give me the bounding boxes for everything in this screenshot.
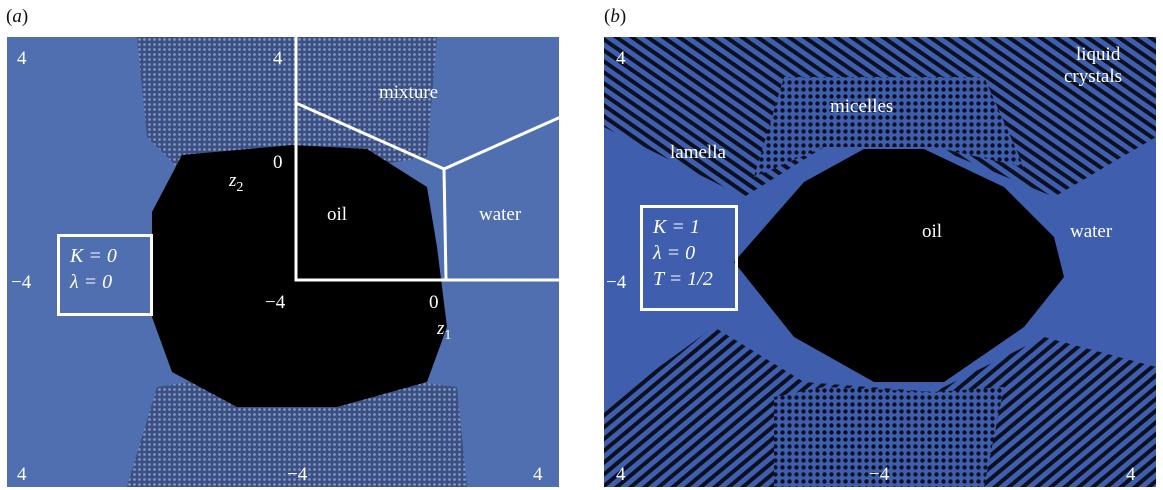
upper-mixture-region (137, 37, 437, 177)
region-label-micelles: micelles (830, 96, 894, 117)
inset-xtick-mid: 0 (429, 292, 439, 313)
left-mid-tick: −4 (11, 272, 32, 293)
region-label-mixture: mixture (379, 82, 439, 103)
oil-phase-region (152, 145, 447, 407)
bottom-mid-tick: −4 (869, 464, 890, 485)
corner-tick-bottom-left: 4 (616, 464, 626, 485)
panel-b-phase-diagram: 4 4 4 −4 −4 K = 1 λ = 0 T = 1/2 lamella … (604, 37, 1156, 487)
oil-phase-region (734, 149, 1064, 382)
left-mid-tick: −4 (606, 272, 627, 293)
region-label-water: water (1070, 221, 1113, 242)
corner-tick-bottom-right: 4 (533, 464, 543, 485)
region-label-oil: oil (922, 221, 943, 242)
panel-a-phase-diagram: 4 4 4 −4 −4 K = 0 λ = 0 4 0 z2 −4 0 4 z1… (7, 37, 559, 487)
lower-micelle-region (774, 387, 1004, 487)
inset-ytick-mid: 0 (273, 152, 283, 173)
region-label-oil: oil (327, 204, 348, 225)
inset-ylabel: z2 (229, 170, 244, 195)
param-lambda: λ = 0 (70, 271, 113, 293)
param-t: T = 1/2 (653, 268, 713, 290)
region-label-lamella: lamella (670, 142, 726, 163)
region-label-crystals: crystals (1064, 66, 1123, 87)
param-k: K = 1 (653, 216, 700, 238)
panel-b-label: (b) (604, 6, 627, 27)
parameters-box-a: K = 0 λ = 0 (57, 234, 153, 316)
corner-tick-bottom-left: 4 (17, 464, 27, 485)
upper-micelle-region (754, 77, 1024, 177)
region-label-water: water (479, 204, 522, 225)
inset-xlabel: z1 (437, 318, 452, 343)
inset-xtick-left: −4 (265, 292, 286, 313)
param-lambda: λ = 0 (653, 242, 696, 264)
region-label-liquid: liquid (1076, 44, 1121, 65)
corner-tick-top-left: 4 (17, 48, 27, 69)
inset-axes (294, 37, 559, 282)
panel-a-graphic (127, 37, 467, 487)
panel-b-graphic (604, 37, 1156, 487)
bottom-mid-tick: −4 (287, 464, 308, 485)
param-k: K = 0 (70, 245, 117, 267)
lower-mixture-region (127, 372, 467, 487)
parameters-box-b: K = 1 λ = 0 T = 1/2 (640, 205, 738, 311)
corner-tick-top-left: 4 (616, 48, 626, 69)
corner-tick-bottom-right: 4 (1126, 464, 1136, 485)
inset-ytick-top: 4 (273, 48, 283, 69)
panel-a-label: (a) (6, 6, 29, 27)
